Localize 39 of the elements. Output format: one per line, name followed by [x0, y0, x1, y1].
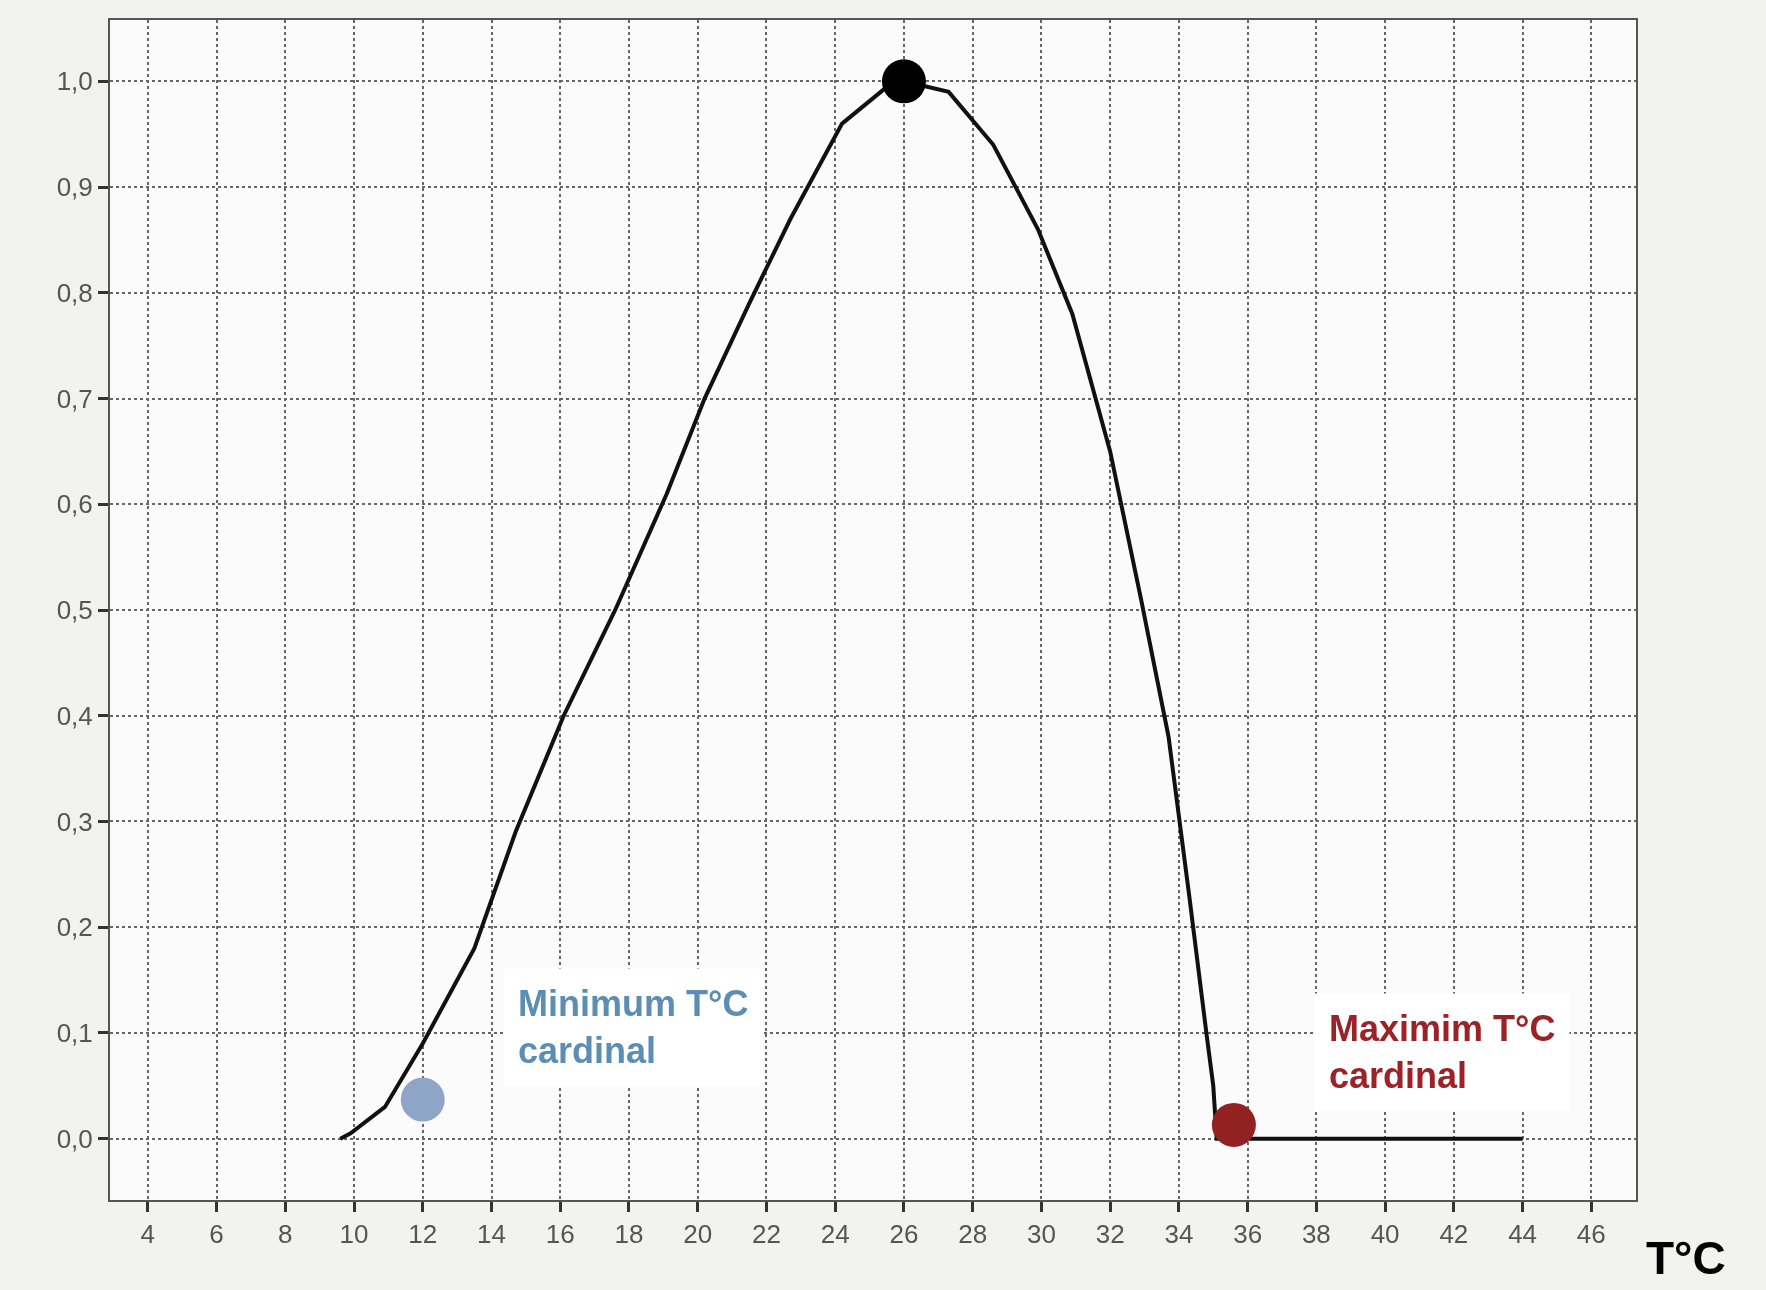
- y-tick-label: 1,0: [56, 66, 93, 97]
- x-tick-label: 38: [1301, 1219, 1331, 1250]
- x-tick-label: 18: [614, 1219, 644, 1250]
- x-tick-label: 12: [408, 1219, 438, 1250]
- y-tick-label: 0,9: [56, 172, 93, 203]
- x-tick-label: 22: [751, 1219, 781, 1250]
- y-tick-label: 0,2: [56, 912, 93, 943]
- y-tick-label: 0,4: [56, 700, 93, 731]
- x-tick-label: 26: [889, 1219, 919, 1250]
- x-tick-label: 36: [1233, 1219, 1263, 1250]
- x-axis-title: T°C: [1646, 1232, 1726, 1284]
- x-tick-label: 8: [278, 1219, 293, 1250]
- x-tick-label: 32: [1095, 1219, 1125, 1250]
- x-tick-label: 28: [958, 1219, 988, 1250]
- y-tick-label: 0,6: [56, 489, 93, 520]
- x-tick-label: 30: [1026, 1219, 1056, 1250]
- y-tick-label: 0,0: [56, 1123, 93, 1154]
- y-tick-label: 0,7: [56, 383, 93, 414]
- y-tick-label: 0,3: [56, 806, 93, 837]
- x-tick-label: 6: [209, 1219, 224, 1250]
- x-tick-label: 14: [477, 1219, 506, 1250]
- point: [881, 59, 926, 104]
- y-tick-label: 0,1: [56, 1018, 93, 1049]
- x-tick-label: 10: [339, 1219, 369, 1250]
- annotation: Maximim T°C cardinal: [1329, 1008, 1556, 1096]
- x-tick-label: 42: [1439, 1219, 1469, 1250]
- x-tick-label: 20: [683, 1219, 713, 1250]
- x-tick-label: 46: [1576, 1219, 1606, 1250]
- point: [400, 1077, 445, 1122]
- x-tick-label: 44: [1508, 1219, 1538, 1250]
- x-tick-label: 34: [1164, 1219, 1194, 1250]
- x-tick-label: 16: [545, 1219, 575, 1250]
- point: [1211, 1102, 1256, 1147]
- annotation: Minimum T°C cardinal: [518, 983, 749, 1071]
- x-tick-label: 24: [820, 1219, 850, 1250]
- y-tick-label: 0,8: [56, 277, 93, 308]
- y-tick-label: 0,5: [56, 595, 93, 626]
- x-tick-label: 40: [1370, 1219, 1400, 1250]
- x-tick-label: 4: [140, 1219, 156, 1250]
